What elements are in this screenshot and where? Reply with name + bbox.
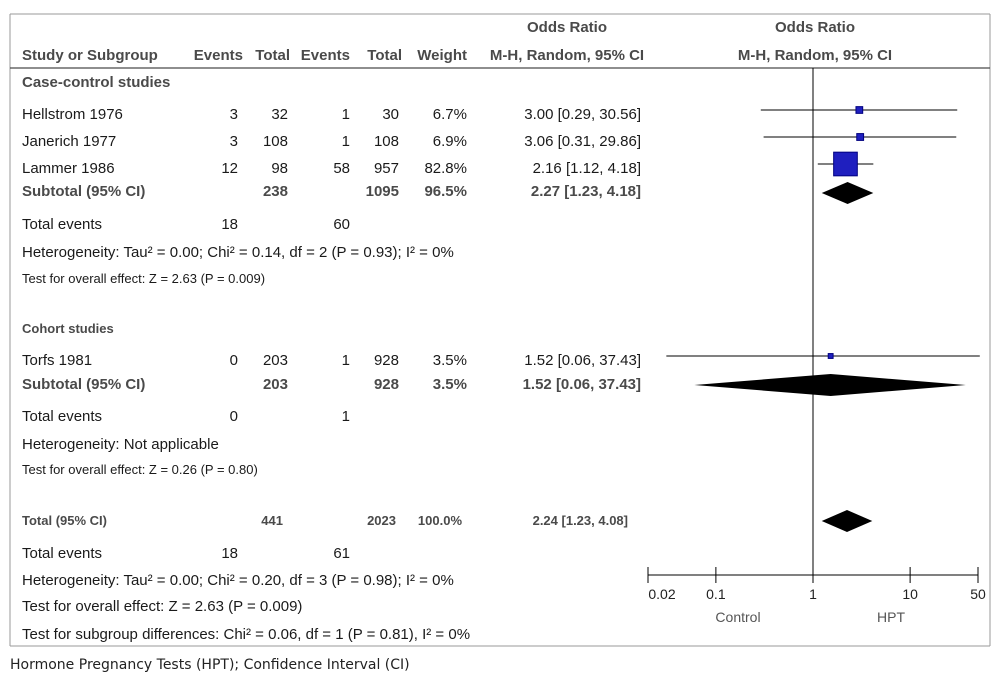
subgroup-differences-text: Test for subgroup differences: Chi² = 0.… [22,626,470,643]
header-study: Study or Subgroup [22,47,158,64]
study-ci-text: 1.52 [0.06, 37.43] [524,352,641,369]
study-total-1: 98 [271,160,288,177]
heterogeneity-text: Heterogeneity: Tau² = 0.00; Chi² = 0.14,… [22,244,454,261]
study-total-1: 203 [263,352,288,369]
study-weight: 6.9% [433,133,467,150]
x-tick-label: 1 [809,586,817,602]
header-or-left: Odds Ratio [527,19,607,36]
study-total-1: 108 [263,133,288,150]
pooled-estimate-diamond [694,374,966,396]
study-total-1: 32 [271,106,288,123]
study-events-2: 1 [342,106,350,123]
subtotal-weight: 96.5% [424,183,467,200]
total-events-1: 0 [230,408,238,425]
study-total-2: 30 [382,106,399,123]
total-events-1: 18 [221,545,238,562]
x-tick-label: 0.02 [648,586,675,602]
total-events-label: Total events [22,408,102,425]
total-total-1: 441 [261,513,283,528]
study-total-2: 957 [374,160,399,177]
study-point-square [833,151,858,177]
overall-effect-text: Test for overall effect: Z = 2.63 (P = 0… [22,598,302,615]
study-total-2: 928 [374,352,399,369]
header-events-2: Events [301,47,350,64]
pooled-estimate-diamond [821,510,873,532]
study-name: Hellstrom 1976 [22,106,123,123]
header-total-2: Total [367,47,402,64]
total-events-2: 61 [333,545,350,562]
study-name: Janerich 1977 [22,133,116,150]
figure-caption: Hormone Pregnancy Tests (HPT); Confidenc… [10,657,410,673]
favours-left-label: Control [715,609,760,625]
study-name: Lammer 1986 [22,160,115,177]
header-weight: Weight [417,47,467,64]
subtotal-weight: 3.5% [433,376,467,393]
heterogeneity-text: Heterogeneity: Not applicable [22,436,219,453]
overall-effect-text: Test for overall effect: Z = 0.26 (P = 0… [22,462,258,477]
study-events-2: 1 [342,352,350,369]
subtotal-total-1: 203 [263,376,288,393]
study-point-square [855,106,864,114]
favours-right-label: HPT [877,609,905,625]
x-tick-label: 10 [902,586,918,602]
study-events-1: 3 [230,106,238,123]
total-events-label: Total events [22,216,102,233]
study-ci-text: 3.06 [0.31, 29.86] [524,133,641,150]
subtotal-ci-text: 2.27 [1.23, 4.18] [531,183,641,200]
header-or-right: Odds Ratio [775,19,855,36]
study-events-1: 12 [221,160,238,177]
subtotal-label: Subtotal (95% CI) [22,376,145,393]
total-events-1: 18 [221,216,238,233]
plot-area: 0.02 0.1 1 10 50 Control HPT [647,68,986,625]
header-total-1: Total [255,47,290,64]
study-weight: 82.8% [424,160,467,177]
study-total-2: 108 [374,133,399,150]
study-weight: 3.5% [433,352,467,369]
header-events-1: Events [194,47,243,64]
total-total-2: 2023 [367,513,396,528]
subtotal-ci-text: 1.52 [0.06, 37.43] [523,376,641,393]
subtotal-total-2: 928 [374,376,399,393]
subtotal-total-1: 238 [263,183,288,200]
study-events-1: 0 [230,352,238,369]
study-weight: 6.7% [433,106,467,123]
group-title-cohort: Cohort studies [22,321,114,336]
study-ci-text: 3.00 [0.29, 30.56] [524,106,641,123]
heterogeneity-text: Heterogeneity: Tau² = 0.00; Chi² = 0.20,… [22,572,454,589]
overall-effect-text: Test for overall effect: Z = 2.63 (P = 0… [22,271,265,286]
total-events-2: 60 [333,216,350,233]
study-point-square [856,133,865,141]
total-weight: 100.0% [418,513,463,528]
study-events-2: 1 [342,133,350,150]
group-title-case-control: Case-control studies [22,74,170,91]
study-events-1: 3 [230,133,238,150]
pooled-estimate-diamond [821,182,874,204]
subtotal-total-2: 1095 [366,183,399,200]
header-method-left: M-H, Random, 95% CI [490,47,644,64]
study-ci-text: 2.16 [1.12, 4.18] [533,160,641,177]
total-label: Total (95% CI) [22,513,107,528]
x-tick-label: 0.1 [706,586,726,602]
total-ci-text: 2.24 [1.23, 4.08] [533,513,628,528]
study-name: Torfs 1981 [22,352,92,369]
header-method-right: M-H, Random, 95% CI [738,47,892,64]
study-point-square [827,353,834,359]
x-tick-label: 50 [970,586,986,602]
total-events-2: 1 [342,408,350,425]
total-events-label: Total events [22,545,102,562]
subtotal-label: Subtotal (95% CI) [22,183,145,200]
study-events-2: 58 [333,160,350,177]
